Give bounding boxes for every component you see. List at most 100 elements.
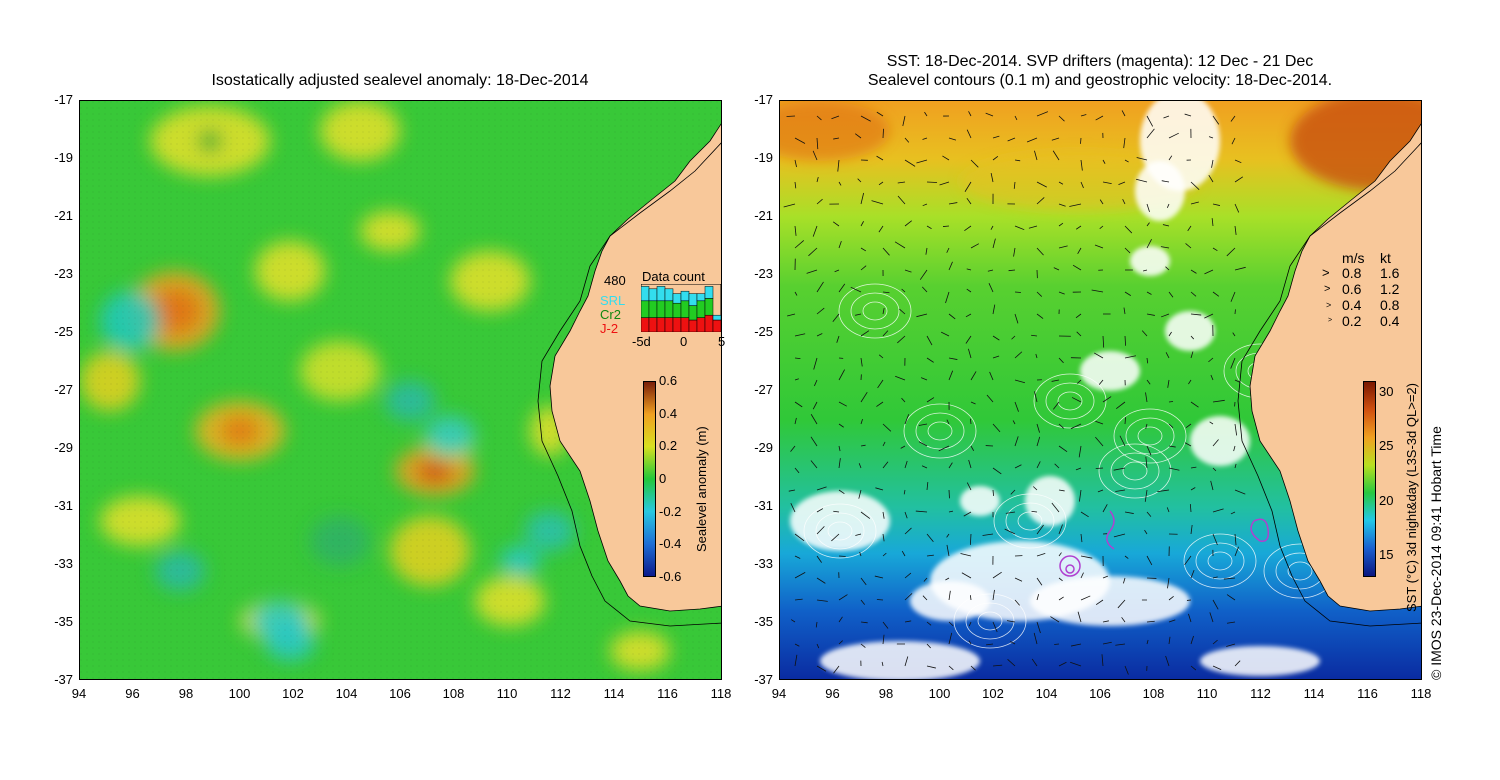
velocity-arrow — [882, 441, 886, 447]
velocity-arrow — [1058, 291, 1065, 295]
velocity-arrow — [816, 137, 819, 150]
right-y-tick: -37 — [754, 672, 773, 687]
velocity-legend-ms-header: m/s — [1342, 250, 1365, 266]
velocity-arrow — [816, 643, 820, 649]
velocity-arrow — [1058, 552, 1062, 557]
sealevel-contour — [815, 512, 865, 550]
velocity-arrow — [948, 621, 954, 627]
velocity-arrow — [874, 575, 884, 579]
velocity-arrow — [1211, 159, 1214, 168]
velocity-arrow — [882, 621, 889, 629]
velocity-arrow — [1190, 401, 1199, 408]
cloud-patch — [1025, 476, 1075, 526]
count-bar-j2 — [656, 317, 666, 332]
velocity-arrow — [945, 577, 950, 581]
velocity-arrow — [1079, 489, 1082, 502]
velocity-arrow — [992, 135, 1000, 139]
velocity-arrow — [1146, 639, 1149, 645]
velocity-arrow — [919, 269, 928, 280]
count-bar-srl — [688, 293, 698, 306]
velocity-arrow — [1190, 201, 1199, 205]
velocity-arrow — [1123, 577, 1126, 584]
count-bar-srl — [672, 293, 682, 304]
right-x-tick: 106 — [1089, 686, 1111, 701]
velocity-arrow — [904, 137, 910, 143]
sealevel-contour — [1057, 391, 1083, 411]
velocity-arrow — [808, 247, 818, 257]
velocity-arrow — [1124, 247, 1131, 254]
velocity-arrow — [1058, 445, 1068, 453]
count-bar-srl — [712, 314, 721, 321]
velocity-arrow — [882, 330, 889, 337]
count-bar-cr2 — [664, 300, 674, 318]
velocity-arrow — [860, 192, 865, 205]
velocity-arrow — [1168, 467, 1180, 471]
velocity-arrow — [838, 594, 848, 601]
velocity-arrow — [1226, 643, 1236, 647]
velocity-arrow — [794, 357, 801, 360]
sealevel-anomaly-map — [79, 100, 722, 680]
left-x-tick: 96 — [125, 686, 140, 701]
sst-colorbar-tick: 20 — [1379, 492, 1394, 508]
velocity-arrow — [1009, 641, 1016, 645]
sealevel-contour — [915, 412, 965, 450]
sealevel-contour — [1033, 373, 1107, 429]
velocity-arrow — [1166, 507, 1170, 513]
velocity-arrow — [1234, 546, 1239, 557]
velocity-arrow — [942, 155, 950, 161]
velocity-arrow — [812, 401, 818, 410]
velocity-arrow — [904, 414, 910, 425]
velocity-arrow — [948, 632, 953, 645]
velocity-arrow — [1058, 423, 1065, 429]
velocity-arrow — [838, 616, 843, 623]
velocity-arrow — [1113, 467, 1126, 471]
velocity-arrow — [1190, 269, 1197, 274]
velocity-arrow — [1028, 225, 1038, 229]
velocity-arrow — [860, 419, 863, 425]
count-x-tick-max: 5 — [718, 334, 726, 349]
velocity-legend-kt: 0.8 — [1380, 297, 1400, 313]
velocity-arrow — [1231, 137, 1236, 145]
velocity-arrow — [1036, 577, 1043, 586]
velocity-arrow — [860, 247, 867, 252]
velocity-arrow — [970, 665, 976, 671]
velocity-arrow — [882, 461, 889, 469]
velocity-arrow — [1118, 181, 1126, 185]
velocity-arrow — [850, 286, 862, 293]
velocity-arrow — [882, 533, 885, 542]
right-y-tick: -33 — [754, 556, 773, 571]
sealevel-contour — [1207, 551, 1233, 571]
velocity-arrow — [857, 178, 862, 183]
velocity-arrow — [1190, 569, 1195, 579]
sst-colorbar-label: SST (°C) 3d night&day (L3S-3d QL>=2) — [1404, 383, 1419, 612]
velocity-arrow — [1080, 114, 1087, 117]
velocity-arrow — [1188, 613, 1192, 623]
velocity-arrow — [1124, 159, 1129, 163]
velocity-arrow — [1058, 115, 1065, 122]
velocity-arrow — [794, 378, 799, 381]
velocity-arrow — [1208, 357, 1214, 363]
left-x-tick: 102 — [282, 686, 304, 701]
count-bar-cr2 — [648, 300, 658, 318]
count-bar-cr2 — [656, 300, 666, 318]
velocity-arrow — [1115, 643, 1126, 646]
sst-colorbar — [1363, 381, 1376, 577]
velocity-arrow — [1210, 480, 1214, 491]
velocity-arrow — [924, 111, 928, 117]
velocity-arrow — [794, 401, 803, 408]
velocity-arrow — [1234, 203, 1240, 213]
australia-land — [549, 123, 721, 612]
right-x-tick: 98 — [878, 686, 894, 701]
velocity-arrow — [816, 526, 825, 535]
velocity-arrow — [1232, 332, 1236, 337]
velocity-arrow — [948, 202, 958, 205]
velocity-arrow — [926, 665, 936, 669]
velocity-arrow — [878, 354, 884, 359]
velocity-arrow — [1136, 157, 1148, 161]
velocity-arrow — [860, 221, 864, 227]
imos-credit: © IMOS 23-Dec-2014 09:41 Hobart Time — [1428, 426, 1444, 680]
right-x-tick: 110 — [1196, 686, 1218, 701]
velocity-arrow — [1212, 599, 1219, 610]
sst-colorbar-tick: 15 — [1379, 547, 1394, 563]
left-y-tick: -33 — [54, 556, 73, 571]
